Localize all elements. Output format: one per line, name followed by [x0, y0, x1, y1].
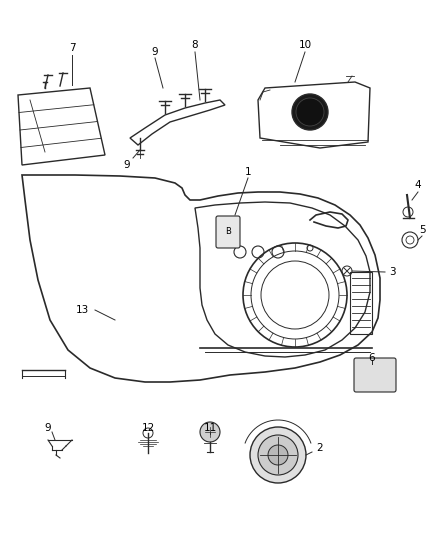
Text: 2: 2 [317, 443, 323, 453]
Text: 6: 6 [369, 353, 375, 363]
Circle shape [258, 435, 298, 475]
Circle shape [200, 422, 220, 442]
Text: 3: 3 [389, 267, 396, 277]
Text: 11: 11 [203, 423, 217, 433]
Text: 9: 9 [152, 47, 158, 57]
Circle shape [268, 445, 288, 465]
Circle shape [296, 98, 324, 126]
Text: 1: 1 [245, 167, 251, 177]
Circle shape [250, 427, 306, 483]
Text: 13: 13 [75, 305, 88, 315]
Bar [350, 272, 372, 334]
Text: 4: 4 [415, 180, 421, 190]
FancyBboxPatch shape [354, 358, 396, 392]
Text: 12: 12 [141, 423, 155, 433]
Text: 10: 10 [298, 40, 311, 50]
Text: 7: 7 [69, 43, 75, 53]
Text: 9: 9 [45, 423, 51, 433]
Text: 9: 9 [124, 160, 131, 170]
Text: B: B [225, 228, 231, 237]
Text: 8: 8 [192, 40, 198, 50]
Text: 5: 5 [419, 225, 425, 235]
Circle shape [292, 94, 328, 130]
FancyBboxPatch shape [216, 216, 240, 248]
